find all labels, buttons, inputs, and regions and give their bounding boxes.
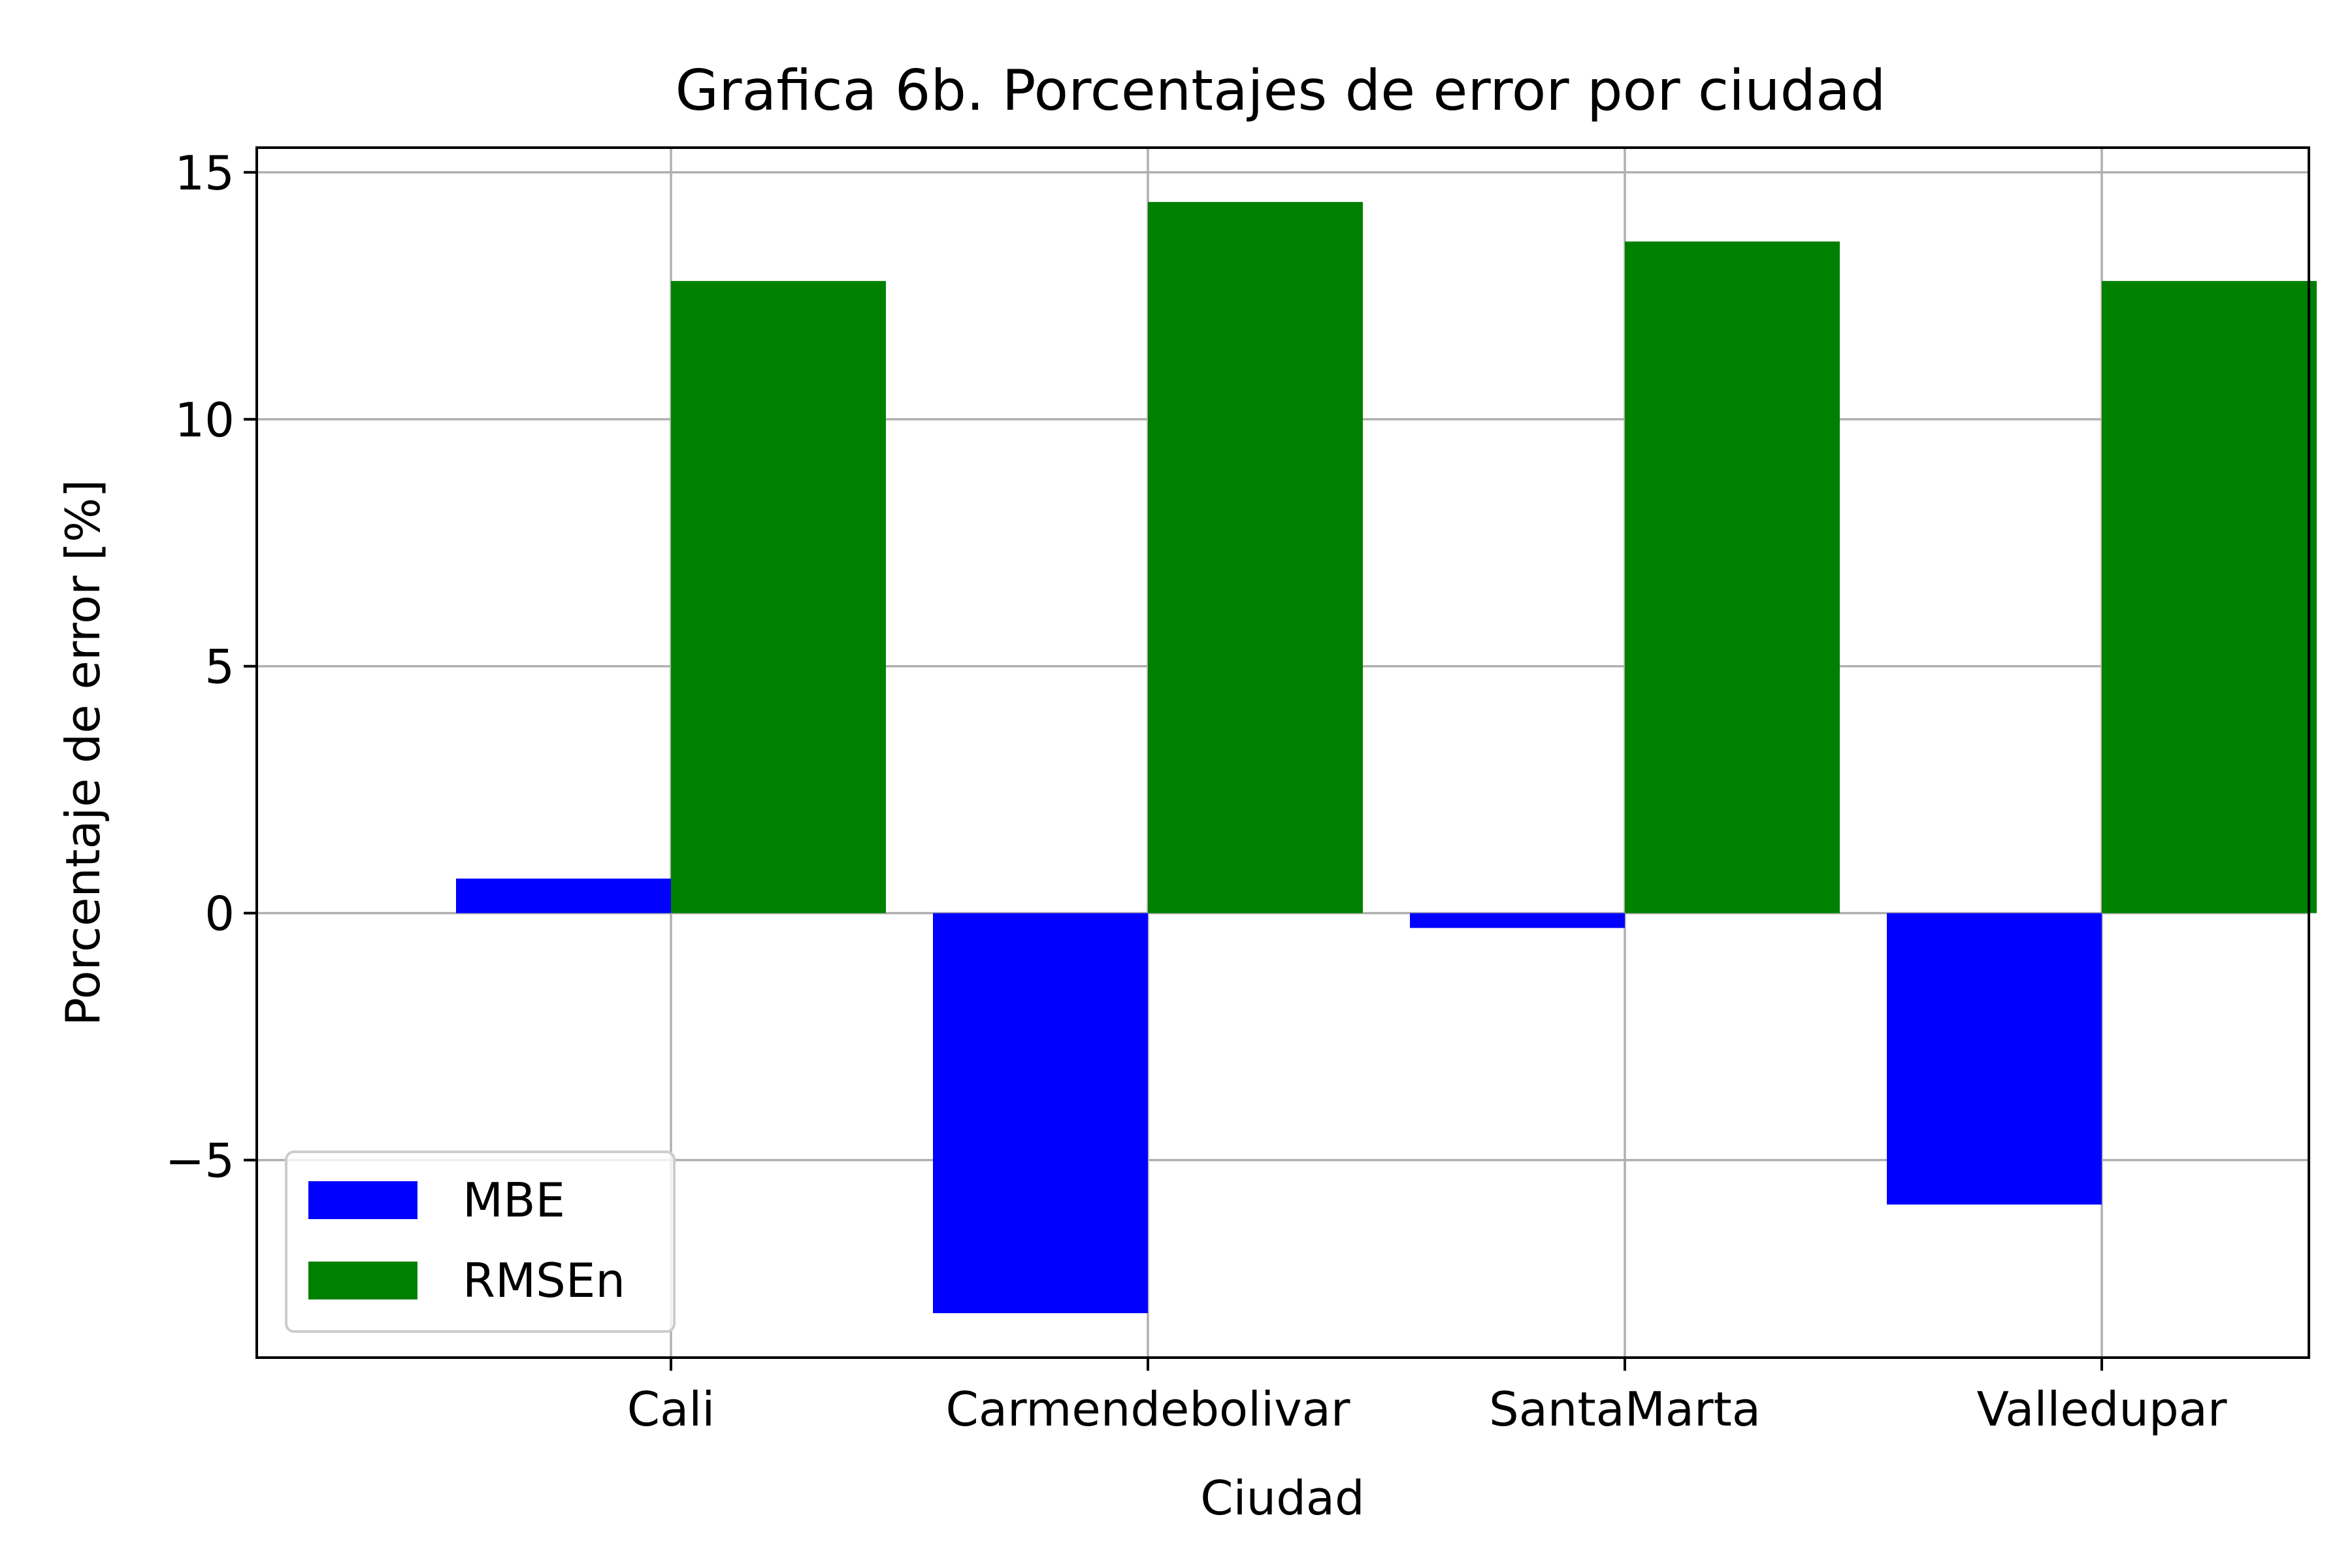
x-tick-label-santamarta: SantaMarta bbox=[1489, 1382, 1761, 1437]
bar-rmsen-santamarta bbox=[1625, 241, 1840, 913]
y-tick-label: 15 bbox=[174, 146, 235, 201]
legend-label-rmsen: RMSEn bbox=[463, 1253, 625, 1308]
bar-rmsen-carmendebolivar bbox=[1148, 202, 1363, 913]
bar-mbe-carmendebolivar bbox=[933, 913, 1148, 1313]
x-axis-label: Ciudad bbox=[1200, 1471, 1364, 1526]
bar-mbe-cali bbox=[456, 878, 671, 913]
y-axis-label: Porcentaje de error [%] bbox=[56, 480, 110, 1026]
bar-rmsen-valledupar bbox=[2102, 281, 2317, 913]
chart-title: Grafica 6b. Porcentajes de error por ciu… bbox=[676, 58, 1886, 123]
y-tick-label: 5 bbox=[204, 640, 235, 694]
bar-mbe-valledupar bbox=[1887, 913, 2102, 1205]
legend: MBE RMSEn bbox=[285, 1151, 676, 1333]
y-tick-label: 10 bbox=[174, 393, 235, 448]
y-tick-label: −5 bbox=[165, 1134, 235, 1188]
legend-swatch-rmsen bbox=[308, 1262, 417, 1299]
legend-swatch-mbe bbox=[308, 1181, 417, 1219]
bar-rmsen-cali bbox=[671, 281, 886, 913]
bar-mbe-santamarta bbox=[1410, 913, 1625, 928]
x-tick-label-cali: Cali bbox=[627, 1382, 715, 1437]
x-tick-label-carmendebolivar: Carmendebolivar bbox=[946, 1382, 1350, 1437]
bars bbox=[456, 202, 2317, 1313]
y-tick-label: 0 bbox=[204, 887, 235, 941]
x-tick-label-valledupar: Valledupar bbox=[1977, 1382, 2227, 1437]
plot-frame bbox=[255, 146, 2310, 1359]
legend-label-mbe: MBE bbox=[463, 1173, 565, 1228]
y-ticks: −5 0 5 10 15 bbox=[165, 146, 257, 1188]
x-ticks: Cali Carmendebolivar SantaMarta Valledupar bbox=[627, 1358, 2227, 1437]
